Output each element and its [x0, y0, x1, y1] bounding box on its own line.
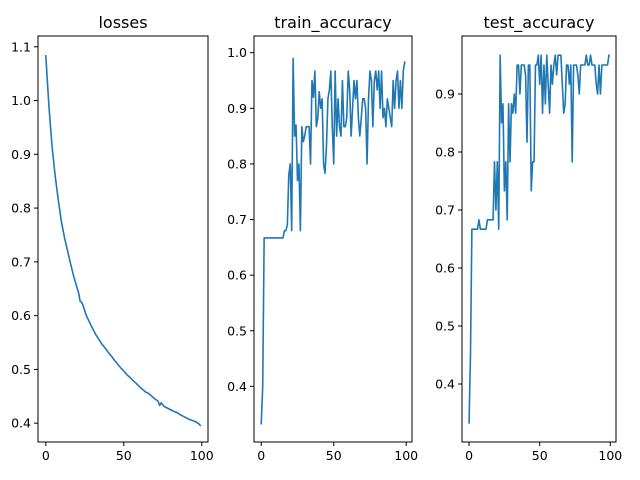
- y-tick-label: 0.7: [227, 212, 247, 227]
- y-tick-label: 0.9: [227, 101, 247, 116]
- y-tick-label: 1.0: [11, 93, 31, 108]
- y-tick-label: 1.0: [227, 45, 247, 60]
- y-tick-label: 0.4: [435, 377, 455, 392]
- y-tick-label: 0.8: [227, 156, 247, 171]
- x-tick-label: 0: [42, 448, 50, 463]
- y-tick-label: 0.5: [435, 319, 455, 334]
- y-tick-label: 0.9: [435, 87, 455, 102]
- chart-title: test_accuracy: [484, 13, 595, 33]
- x-tick-label: 100: [598, 448, 622, 463]
- y-tick-label: 0.7: [435, 203, 455, 218]
- y-tick-label: 0.4: [227, 379, 247, 394]
- axes-frame: [461, 35, 617, 443]
- y-tick-label: 0.7: [11, 254, 31, 269]
- axes-frame: [253, 35, 413, 443]
- x-tick-label: 100: [190, 448, 214, 463]
- subplot-2: train_accuracy 0 50 100 0.4 0.5 0.6 0.7 0.8 0.9 1.…: [227, 13, 418, 463]
- y-tick-label: 0.6: [435, 261, 455, 276]
- chart-title: train_accuracy: [274, 13, 391, 33]
- series-line: [44, 55, 202, 427]
- x-tick-label: 0: [465, 448, 473, 463]
- y-tick-label: 0.5: [11, 362, 31, 377]
- axes-frame: [37, 35, 209, 443]
- x-tick-label: 0: [257, 448, 265, 463]
- subplot-3: test_accuracy 0 50 100 0.4 0.5 0.6 0.7 0.8 0.9: [435, 13, 622, 463]
- y-tick-label: 0.8: [435, 145, 455, 160]
- x-tick-label: 50: [532, 448, 548, 463]
- x-tick-label: 50: [116, 448, 132, 463]
- y-tick-label: 0.8: [11, 201, 31, 216]
- series-line: [260, 57, 406, 425]
- y-tick-label: 0.6: [11, 308, 31, 323]
- y-tick-label: 1.1: [11, 39, 31, 54]
- x-tick-label: 100: [394, 448, 418, 463]
- x-tick-label: 50: [326, 448, 342, 463]
- y-tick-label: 0.9: [11, 147, 31, 162]
- series-line: [468, 54, 610, 424]
- y-tick-label: 0.5: [227, 323, 247, 338]
- subplot-1: losses 0 50 100 0.4 0.5 0.6 0.7 0.8 0.9 1.0 1.1: [11, 13, 214, 463]
- y-tick-label: 0.6: [227, 268, 247, 283]
- chart-title: losses: [98, 13, 147, 32]
- y-tick-label: 0.4: [11, 416, 31, 431]
